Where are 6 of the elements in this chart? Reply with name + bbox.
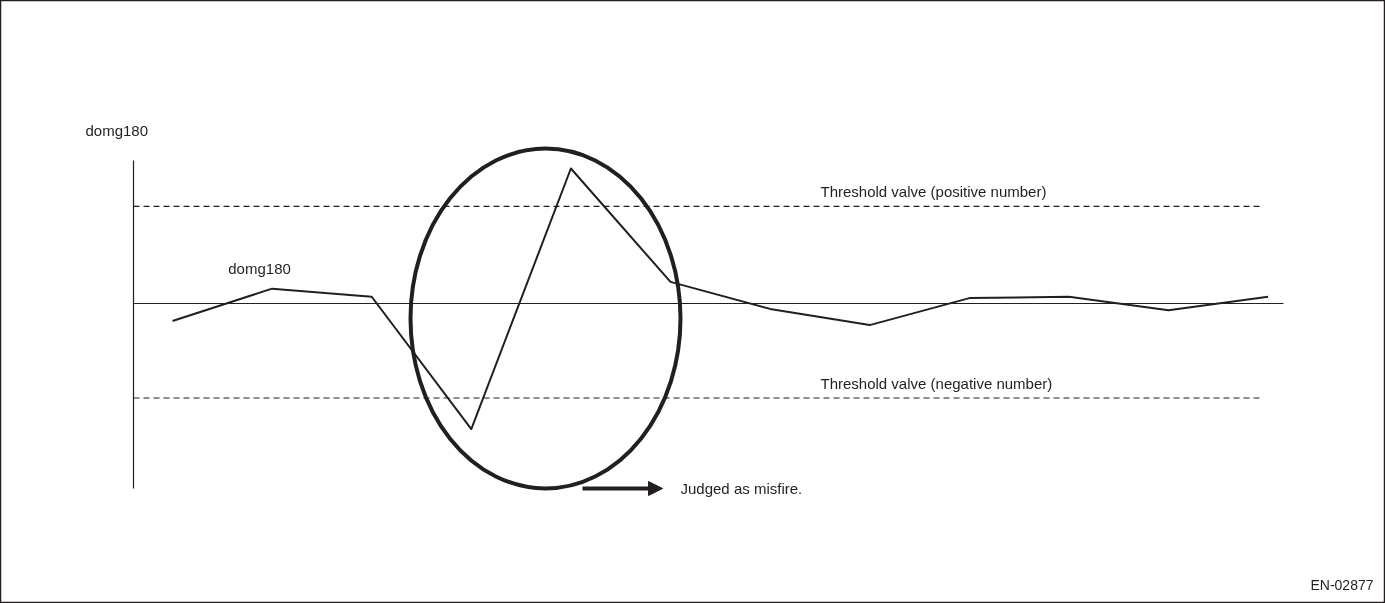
series-label: domg180	[228, 259, 291, 277]
y-axis-title: domg180	[85, 121, 149, 139]
ref-line-label: Threshold valve (positive number)	[820, 183, 1047, 201]
ref-line-label: Threshold valve (negative number)	[820, 375, 1053, 392]
text: EN-02877	[1310, 576, 1374, 593]
text: Judged as misfire.	[680, 480, 803, 497]
